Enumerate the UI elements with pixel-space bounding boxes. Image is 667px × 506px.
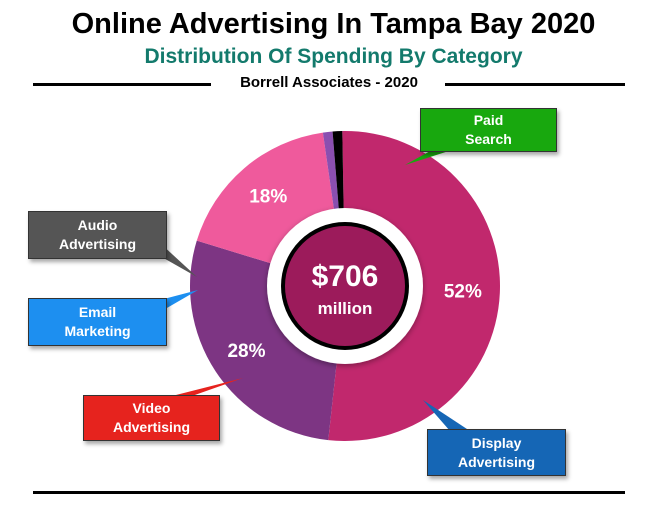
bottom-rule — [33, 491, 625, 494]
video-callout-line2: Advertising — [112, 419, 190, 435]
slice-label-video-advertising: 18% — [249, 186, 287, 207]
chart-source: Borrell Associates - 2020 — [240, 74, 418, 91]
display-callout: Display Advertising — [427, 429, 566, 476]
display-pointer — [423, 400, 470, 431]
paid-search-callout-line1: Paid — [473, 112, 504, 128]
display-callout-line2: Advertising — [457, 453, 535, 470]
audio-callout-line1: Audio — [77, 217, 118, 233]
audio-pointer — [160, 243, 197, 277]
slice-label-display-advertising: 28% — [227, 341, 265, 362]
video-callout: Video Advertising — [83, 395, 220, 441]
email-pointer — [160, 290, 198, 312]
video-callout-line1: Video — [132, 400, 171, 416]
email-callout: Email Marketing — [28, 298, 167, 346]
audio-callout: Audio Advertising — [28, 211, 167, 259]
paid-search-pointer — [405, 150, 452, 165]
chart-title: Online Advertising In Tampa Bay 2020 — [71, 8, 596, 40]
display-callout-line1: Display — [471, 434, 522, 451]
video-pointer — [172, 378, 243, 396]
source-rule-left — [33, 83, 211, 86]
slice-label-paid-search: 52% — [444, 281, 482, 302]
email-callout-line1: Email — [78, 304, 117, 320]
center-disc — [285, 226, 405, 346]
paid-search-callout: Paid Search — [420, 108, 557, 152]
center-unit: million — [318, 299, 373, 318]
source-row: Borrell Associates - 2020 — [33, 74, 625, 94]
email-callout-line2: Marketing — [64, 323, 131, 339]
source-rule-right — [445, 83, 625, 86]
paid-search-callout-line2: Search — [465, 131, 512, 147]
center-total: $706 — [312, 260, 379, 293]
audio-callout-line2: Advertising — [58, 236, 136, 252]
chart-subtitle: Distribution Of Spending By Category — [144, 45, 523, 68]
slice-labels: 52% 28% 18% — [227, 186, 482, 362]
